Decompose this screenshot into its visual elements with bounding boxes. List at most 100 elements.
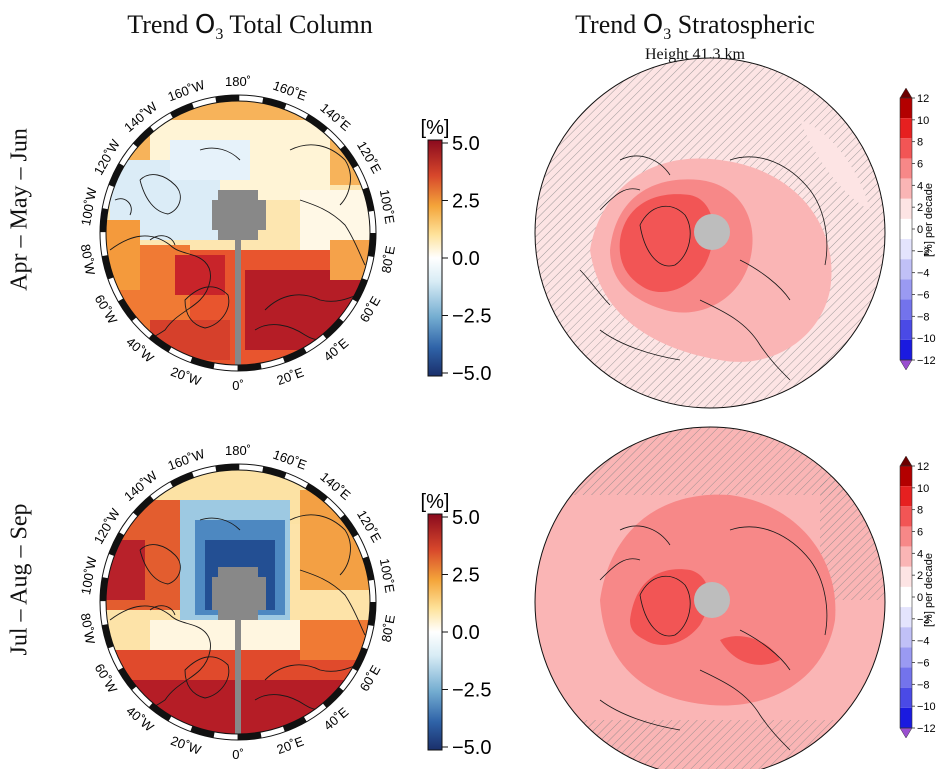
colorbar-extend-bottom [899,727,913,739]
longitude-label: 80˚W [78,612,98,646]
colorbar-tick-label: −12 [917,723,936,735]
longitude-label: 100˚E [377,557,398,594]
colorbar-tick-label: 2.5 [452,191,480,213]
colorbar-tick-label: −10 [917,701,936,713]
species-subscript: 3 [215,26,224,44]
missing-data-pole [694,214,730,250]
colorbar-segment [900,607,912,628]
colorbar-tick-label: 2.5 [452,565,480,587]
colorbar-segment [900,546,912,567]
colorbar-segment [900,178,912,199]
longitude-label: 60˚E [357,662,384,694]
colorbar-segment [900,98,912,119]
stratospheric-map-amj [534,57,886,409]
colorbar-tick-label: 0 [917,592,923,604]
colorbar-segment [900,586,912,608]
map-field-patch [300,620,370,660]
longitude-label: 120˚E [354,507,384,545]
colorbar-tick-label: 10 [917,483,929,495]
colorbar-tick-label: −8 [917,311,930,323]
colorbar-segment [900,158,912,179]
coastlines [579,155,828,381]
left-column-title: Trend O3 Total Column [95,10,405,44]
map-level-patch [720,636,780,665]
longitude-label: 60˚E [357,293,384,325]
colorbar-tick-label: 5.0 [452,507,480,529]
missing-data-strip [235,240,241,365]
colorbar-segment [900,118,912,139]
longitude-label: 100˚W [78,555,100,596]
colorbar-segment [900,299,912,320]
colorbar-segment [900,687,912,708]
colorbar-label: [%] per decade [923,553,935,627]
longitude-label: 20˚W [169,733,204,758]
colorbar-ticks: 5.0 2.5 0.0 −2.5 −5.0 [442,507,491,759]
colorbar-tick-label: 2 [917,202,923,214]
species-subscript: 3 [663,26,672,44]
colorbar-tick-label: 12 [917,93,929,105]
missing-data-pole [212,567,266,620]
colorbar-total-amj: [%] 5.0 2.5 0.0 −2.5 −5.0 [421,117,492,385]
colorbar-segment [900,566,912,587]
colorbar-tick-label: 0.0 [452,622,480,644]
colorbar-tick-label: −4 [917,268,930,280]
species-symbol: O [642,10,664,40]
colorbar-segment [900,707,912,728]
colorbar-ticks: 5.0 2.5 0.0 −2.5 −5.0 [442,133,491,385]
colorbar-tick-label: −12 [917,355,936,367]
colorbar-tick-label: 12 [917,461,929,473]
longitude-label: 100˚E [377,188,398,225]
colorbar-tick-label: −2.5 [452,306,491,328]
missing-data-pole [212,190,266,240]
colorbar-segment [900,506,912,527]
colorbar-unit: [%] [421,117,450,139]
map-level-patch [619,194,714,293]
map-level-patch [800,120,870,210]
missing-data-strip [235,620,241,734]
coastlines [109,514,370,711]
colorbar-tick-label: −6 [917,658,930,670]
longitude-label: 140˚W [121,98,161,135]
colorbar-strat-amj: 12 10 8 6 4 2 0 −2 −4 −6 −8 −10 −12 [899,87,936,371]
colorbar-tick-label: −6 [917,290,930,302]
colorbar-tick-label: 0 [917,224,923,236]
longitude-label: 20˚W [169,364,204,389]
longitude-label: 20˚E [275,364,306,388]
longitude-label: 80˚E [378,613,398,643]
longitude-label: 80˚E [378,244,398,274]
colorbar-tick-label: −5.0 [452,737,491,759]
colorbar-segment [900,647,912,668]
colorbar-tick-label: −10 [917,333,936,345]
map-frame-dashes [100,464,376,740]
colorbar-tick-label: −2 [917,614,930,626]
title-text: Trend [127,10,195,39]
map-field-patch [175,255,225,295]
colorbar-unit: [%] [421,491,450,513]
colorbar-total-jas: [%] 5.0 2.5 0.0 −2.5 −5.0 [421,491,492,759]
colorbar-segment [900,319,912,340]
longitude-label: 180˚ [225,443,251,458]
stratospheric-map-jas [534,426,886,769]
colorbar-segment [900,218,912,240]
hatching [535,720,885,769]
map-boundary [534,426,886,769]
longitude-label: 20˚E [275,733,306,757]
colorbar-tick-label: −4 [917,636,930,648]
colorbar-extend-top [899,87,913,99]
longitude-label: 160˚E [271,447,309,473]
colorbar-extend-top [899,455,913,467]
colorbar-label: [%] per decade [923,183,935,257]
map-boundary [534,57,886,409]
map-level-patch [630,569,709,645]
colorbar-strat-jas: 12 10 8 6 4 2 0 −2 −4 −6 −8 −10 −12 [899,455,936,739]
colorbar-tick-label: 8 [917,505,923,517]
colorbar-segment [900,259,912,280]
missing-data-pole [694,582,730,618]
colorbar-segment [900,627,912,648]
coastlines [599,525,828,751]
map-field-patch [150,320,230,360]
colorbar-tick-label: 8 [917,137,923,149]
colorbar-gradient [427,513,443,751]
title-text: Trend [575,10,643,39]
